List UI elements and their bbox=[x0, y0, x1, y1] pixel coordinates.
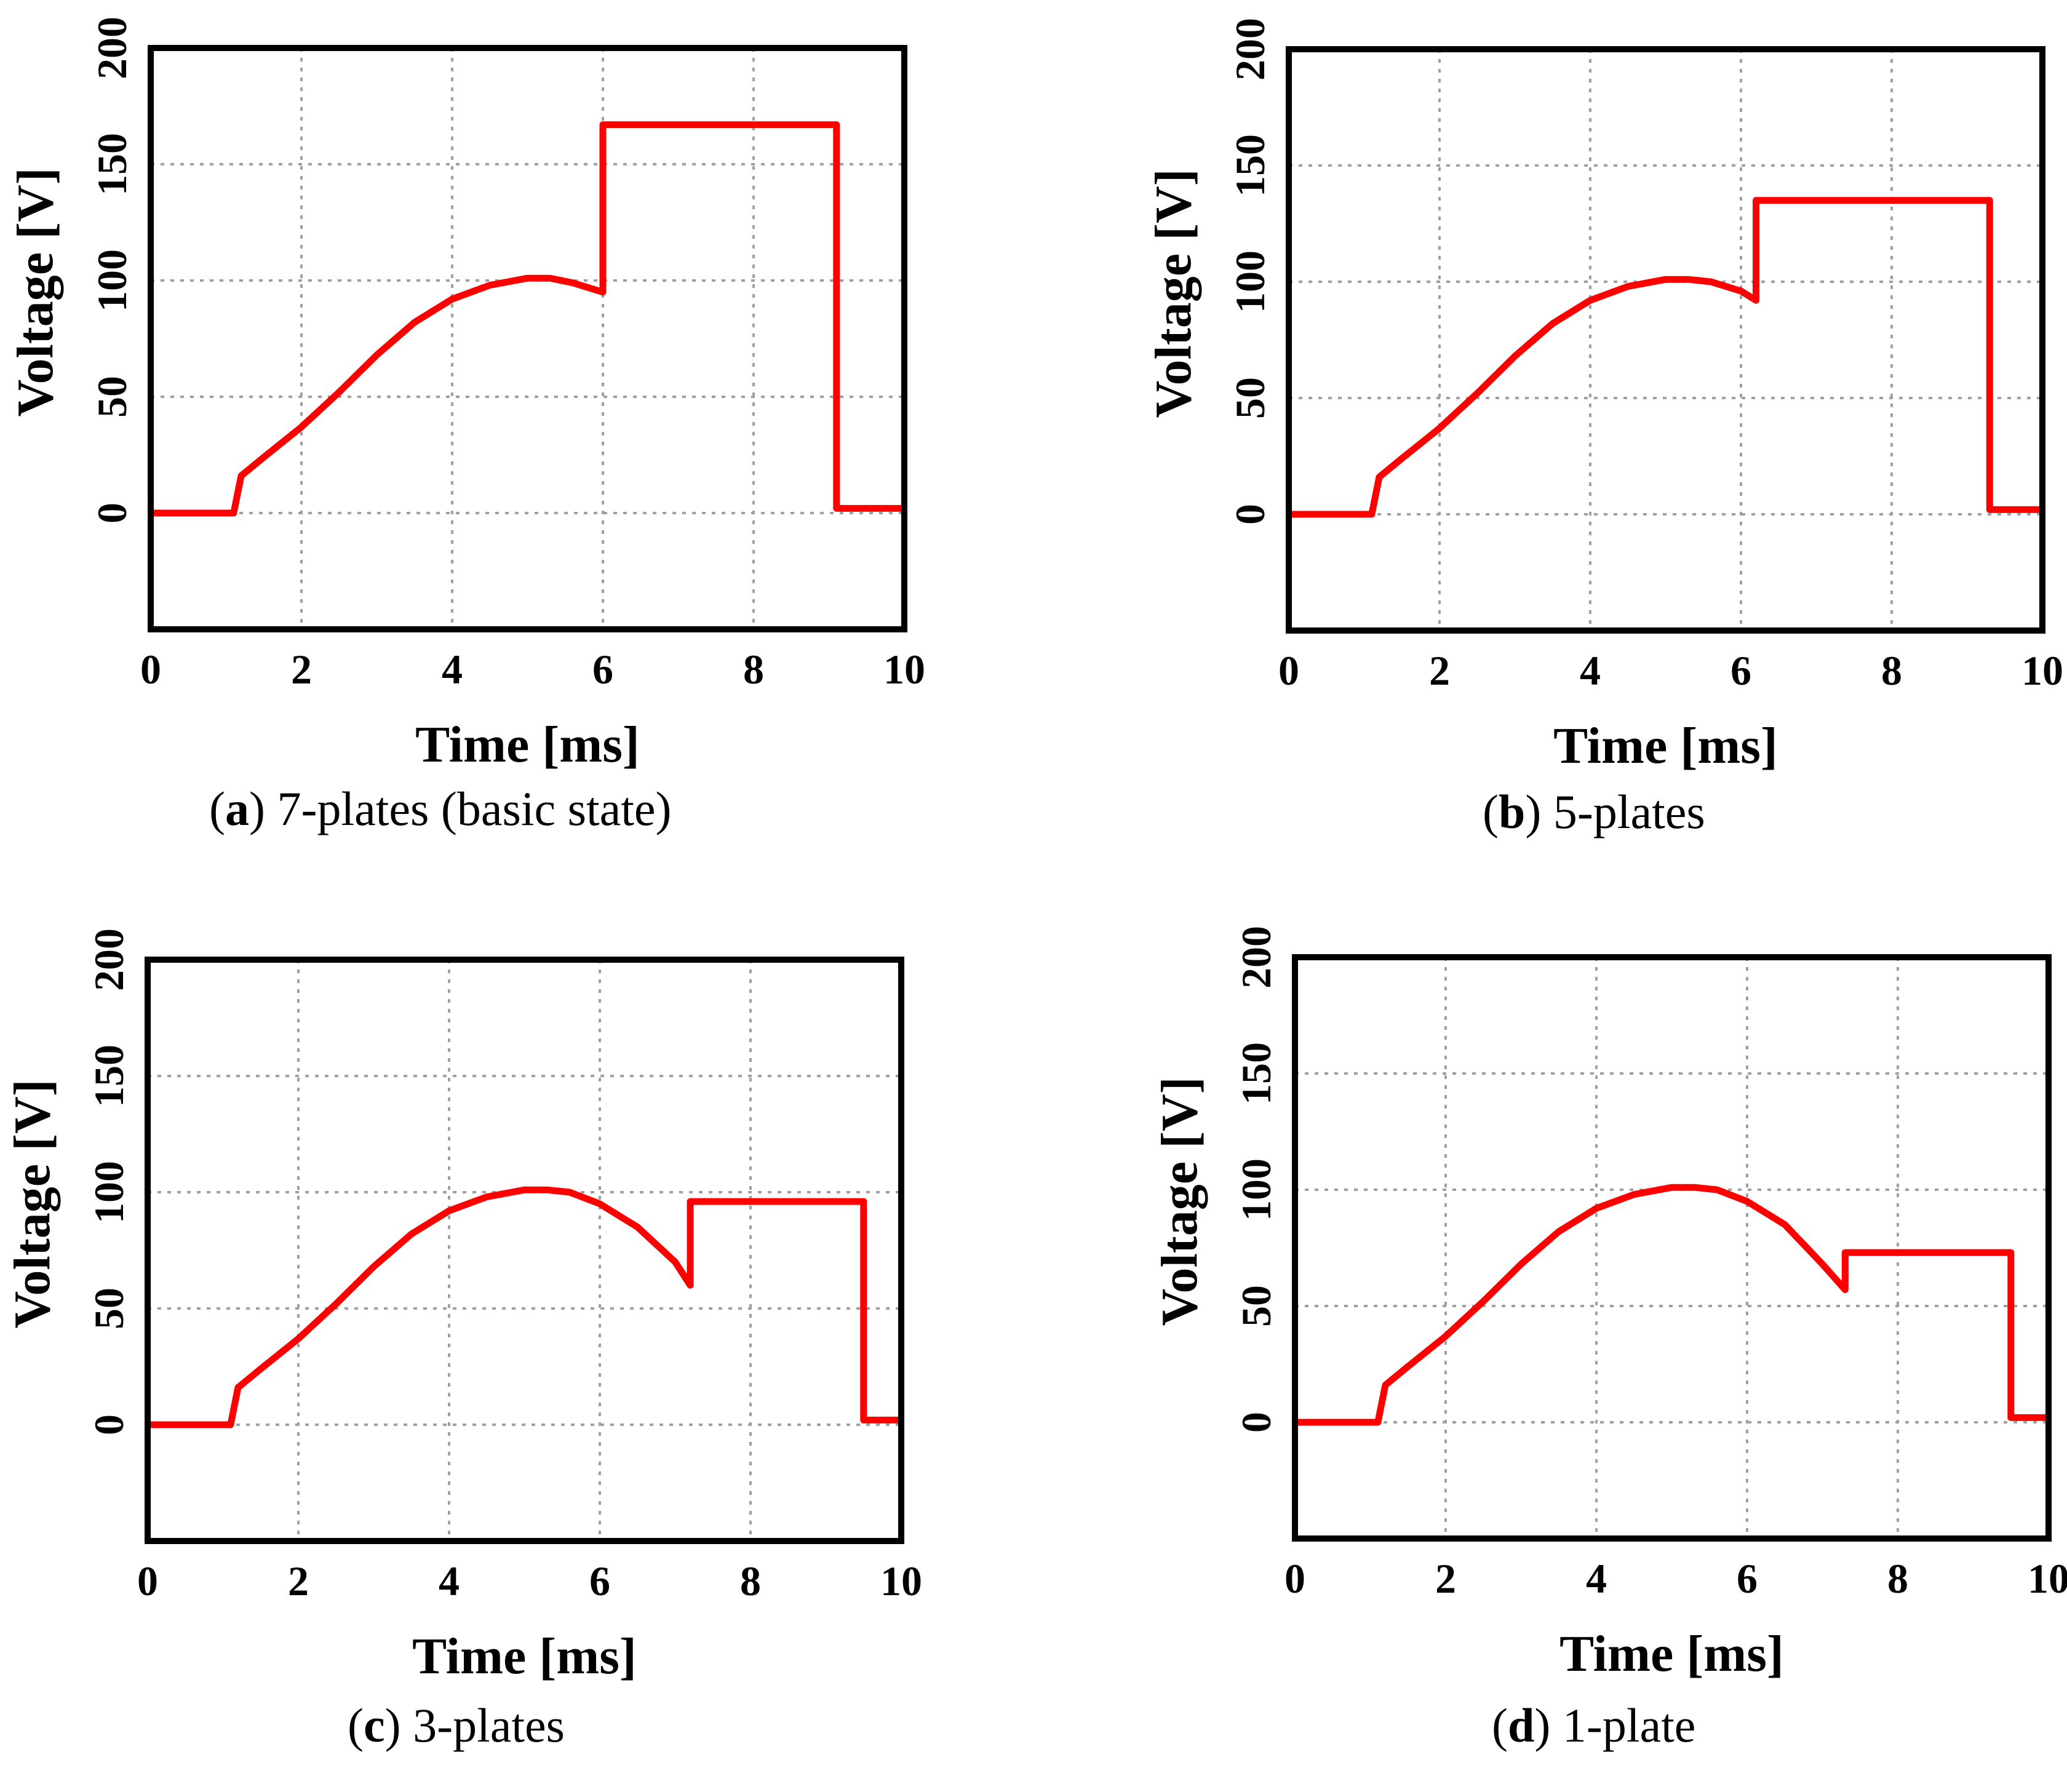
y-tick-label: 100 bbox=[89, 249, 135, 312]
x-tick-label: 0 bbox=[140, 646, 161, 693]
caption-text-c: 3-plates bbox=[413, 1698, 565, 1752]
y-tick-label: 200 bbox=[1233, 926, 1280, 989]
caption-text-b: 5-plates bbox=[1553, 785, 1705, 838]
y-axis-label: Voltage [V] bbox=[1151, 1077, 1208, 1326]
x-tick-label: 8 bbox=[743, 646, 764, 693]
x-tick-label: 0 bbox=[1284, 1555, 1305, 1602]
x-axis-label: Time [ms] bbox=[415, 716, 640, 773]
plot-frame-a bbox=[148, 45, 907, 632]
y-tick-label: 150 bbox=[89, 133, 135, 196]
y-tick-label: 50 bbox=[86, 1288, 132, 1329]
x-axis-label: Time [ms] bbox=[1559, 1625, 1784, 1682]
caption-text-a: 7-plates (basic state) bbox=[277, 782, 672, 835]
caption-text-d: 1-plate bbox=[1562, 1698, 1696, 1752]
caption-c: (c) 3-plates bbox=[348, 1698, 565, 1752]
x-tick-label: 6 bbox=[1730, 647, 1751, 694]
x-tick-label: 0 bbox=[1278, 647, 1299, 694]
y-tick-label: 100 bbox=[1227, 250, 1273, 313]
x-tick-label: 6 bbox=[1737, 1555, 1758, 1602]
series-line-d bbox=[1295, 1184, 2049, 1426]
x-tick-label: 8 bbox=[740, 1558, 761, 1604]
caption-letter-a: a bbox=[225, 782, 249, 835]
y-tick-label: 200 bbox=[1227, 18, 1273, 81]
y-tick-label: 150 bbox=[86, 1045, 132, 1107]
y-tick-label: 200 bbox=[86, 928, 132, 991]
x-tick-label: 8 bbox=[1887, 1555, 1908, 1602]
x-tick-label: 0 bbox=[137, 1558, 158, 1604]
x-tick-label: 2 bbox=[1435, 1555, 1456, 1602]
grid-c bbox=[148, 960, 901, 1541]
caption-a: (a) 7-plates (basic state) bbox=[209, 782, 672, 835]
x-tick-label: 10 bbox=[2028, 1555, 2067, 1602]
caption-letter-c: c bbox=[363, 1698, 385, 1752]
plot-frame-b bbox=[1286, 46, 2045, 634]
y-tick-label: 100 bbox=[86, 1161, 132, 1224]
x-axis-label: Time [ms] bbox=[412, 1628, 637, 1685]
x-tick-label: 4 bbox=[1580, 647, 1601, 694]
y-tick-label: 50 bbox=[1233, 1285, 1280, 1327]
caption-b: (b) 5-plates bbox=[1483, 785, 1705, 838]
x-tick-label: 4 bbox=[1586, 1555, 1607, 1602]
x-tick-label: 10 bbox=[2021, 647, 2063, 694]
x-axis-label: Time [ms] bbox=[1553, 717, 1778, 775]
y-tick-label: 50 bbox=[89, 376, 135, 418]
caption-letter-d: d bbox=[1507, 1698, 1535, 1752]
y-tick-label: 150 bbox=[1233, 1042, 1280, 1105]
grid-b bbox=[1289, 49, 2042, 631]
x-tick-label: 4 bbox=[442, 646, 463, 693]
grid-d bbox=[1295, 957, 2049, 1539]
y-tick-label: 0 bbox=[1233, 1412, 1280, 1433]
x-tick-label: 4 bbox=[439, 1558, 460, 1604]
y-axis-label: Voltage [V] bbox=[1145, 169, 1202, 418]
x-tick-label: 6 bbox=[592, 646, 613, 693]
y-tick-label: 50 bbox=[1227, 377, 1273, 419]
x-tick-label: 6 bbox=[589, 1558, 610, 1604]
caption-letter-b: b bbox=[1498, 785, 1526, 838]
y-tick-label: 150 bbox=[1227, 134, 1273, 197]
series-line-b bbox=[1289, 197, 2042, 518]
x-tick-label: 2 bbox=[288, 1558, 309, 1604]
x-tick-label: 2 bbox=[1429, 647, 1450, 694]
caption-d: (d) 1-plate bbox=[1492, 1698, 1696, 1752]
y-tick-label: 100 bbox=[1233, 1158, 1280, 1221]
plot-frame-c bbox=[145, 957, 904, 1544]
plot-frame-d bbox=[1292, 954, 2052, 1542]
x-tick-label: 10 bbox=[883, 646, 925, 693]
y-tick-label: 0 bbox=[89, 503, 135, 524]
y-tick-label: 200 bbox=[89, 17, 135, 79]
x-tick-label: 10 bbox=[880, 1558, 922, 1604]
grid-a bbox=[151, 48, 904, 629]
x-tick-label: 2 bbox=[291, 646, 312, 693]
y-axis-label: Voltage [V] bbox=[7, 167, 64, 416]
series-line-a bbox=[151, 121, 904, 517]
y-axis-label: Voltage [V] bbox=[4, 1079, 61, 1328]
series-line-c bbox=[148, 1186, 901, 1428]
y-tick-label: 0 bbox=[1227, 504, 1273, 525]
y-tick-label: 0 bbox=[86, 1414, 132, 1435]
x-tick-label: 8 bbox=[1881, 647, 1902, 694]
